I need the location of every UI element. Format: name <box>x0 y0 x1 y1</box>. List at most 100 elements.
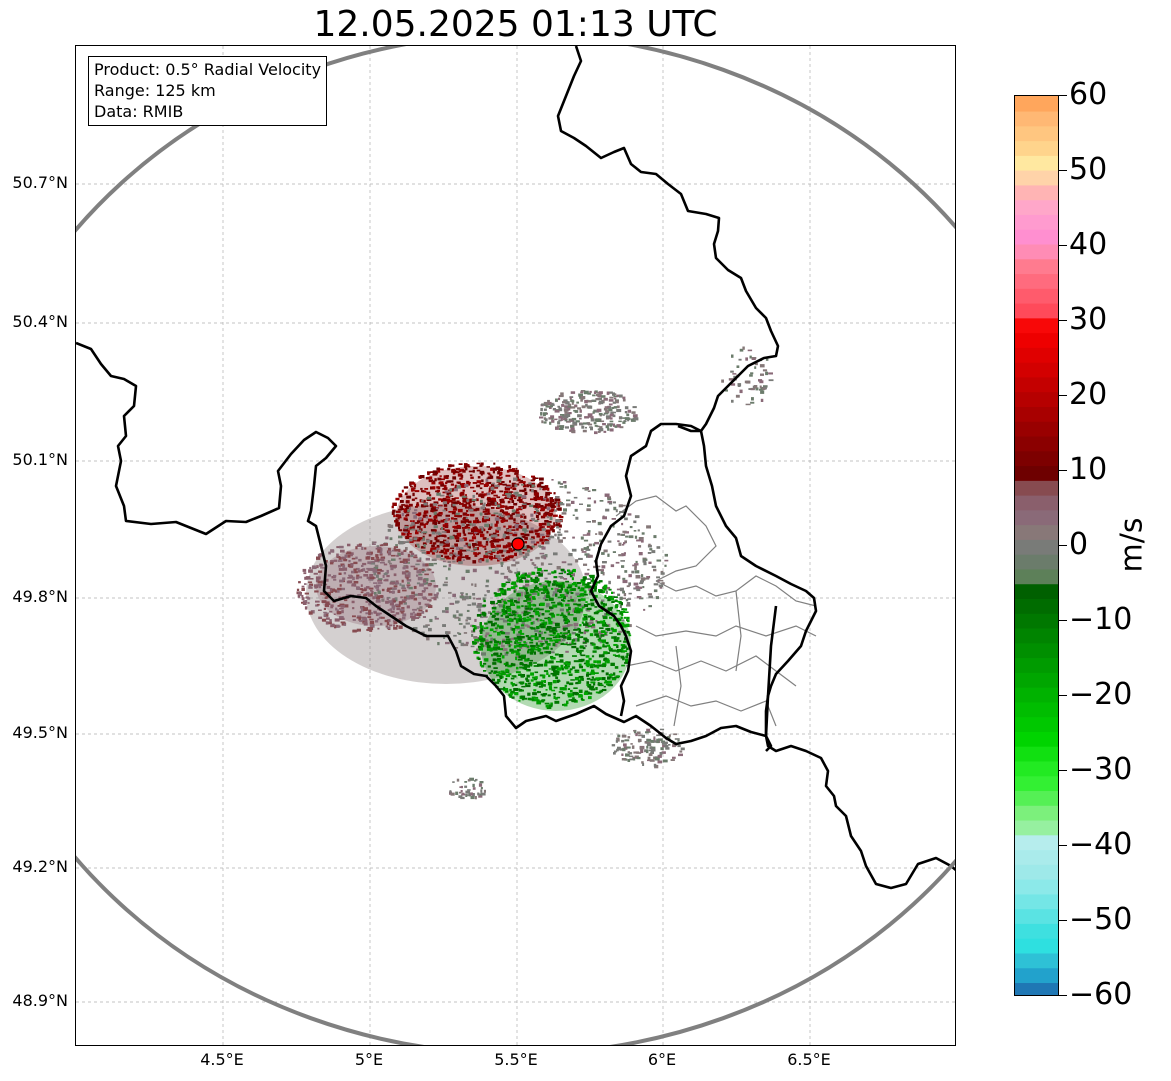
echo-pixel <box>524 605 528 607</box>
echo-pixel <box>565 405 568 409</box>
echo-pixel <box>445 542 450 546</box>
echo-pixel <box>410 615 415 618</box>
echo-pixel <box>547 487 550 491</box>
echo-pixel <box>588 554 592 557</box>
echo-pixel <box>377 618 380 621</box>
echo-pixel <box>524 572 527 576</box>
echo-pixel <box>664 553 668 557</box>
echo-pixel <box>483 516 489 520</box>
echo-pixel <box>620 587 624 592</box>
echo-pixel <box>520 532 525 535</box>
echo-pixel <box>347 554 351 558</box>
echo-pixel <box>630 743 633 745</box>
echo-pixel <box>528 593 532 596</box>
echo-pixel <box>449 488 452 492</box>
echo-pixel <box>477 657 481 660</box>
echo-pixel <box>538 691 541 693</box>
echo-pixel <box>581 551 587 553</box>
echo-pixel <box>670 759 675 761</box>
echo-pixel <box>500 515 504 518</box>
echo-pixel <box>436 547 440 550</box>
echo-pixel <box>492 610 496 613</box>
echo-pixel <box>504 632 510 635</box>
echo-pixel <box>526 597 531 601</box>
echo-pixel <box>613 506 617 511</box>
echo-pixel <box>598 400 604 405</box>
echo-pixel <box>485 478 489 482</box>
echo-pixel <box>525 590 528 593</box>
echo-pixel <box>568 412 572 415</box>
echo-pixel <box>600 602 605 605</box>
colorbar-band <box>1015 612 1058 629</box>
echo-pixel <box>487 528 492 530</box>
echo-pixel <box>490 558 493 561</box>
echo-pixel <box>455 535 458 537</box>
echo-pixel <box>513 589 517 592</box>
echo-pixel <box>386 597 389 601</box>
echo-pixel <box>646 525 651 529</box>
echo-pixel <box>597 569 602 572</box>
echo-pixel <box>575 623 578 625</box>
echo-pixel <box>558 575 563 578</box>
echo-pixel <box>418 602 422 605</box>
echo-pixel <box>377 549 381 553</box>
echo-pixel <box>559 503 565 506</box>
echo-pixel <box>591 643 596 646</box>
echo-pixel <box>442 610 446 613</box>
echo-pixel <box>530 679 534 682</box>
echo-pixel <box>438 512 442 515</box>
echo-pixel <box>501 584 506 588</box>
echo-pixel <box>483 502 486 506</box>
echo-pixel <box>466 609 470 612</box>
echo-pixel <box>541 557 546 559</box>
echo-pixel <box>566 643 572 646</box>
echo-pixel <box>422 616 426 618</box>
colorbar-band <box>1015 480 1058 496</box>
echo-pixel <box>304 592 309 595</box>
echo-pixel <box>619 604 622 609</box>
echo-pixel <box>514 497 517 500</box>
echo-pixel <box>567 569 571 572</box>
echo-pixel <box>603 412 609 415</box>
echo-pixel <box>587 413 593 417</box>
echo-pixel <box>393 546 398 549</box>
echo-pixel <box>389 564 394 568</box>
echo-pixel <box>343 604 349 608</box>
echo-pixel <box>335 607 338 611</box>
echo-pixel <box>474 778 478 781</box>
echo-pixel <box>544 418 548 422</box>
echo-pixel <box>519 501 524 503</box>
echo-pixel <box>457 632 460 634</box>
echo-pixel <box>618 542 622 546</box>
echo-pixel <box>524 667 527 671</box>
echo-pixel <box>759 388 764 391</box>
echo-pixel <box>468 470 473 473</box>
echo-pixel <box>406 585 410 589</box>
echo-pixel <box>415 531 419 535</box>
echo-pixel <box>511 509 516 513</box>
echo-pixel <box>442 534 446 537</box>
echo-pixel <box>398 508 403 511</box>
echo-pixel <box>568 693 573 696</box>
echo-pixel <box>530 646 536 650</box>
echo-pixel <box>544 661 550 664</box>
echo-pixel <box>622 747 626 752</box>
echo-pixel <box>539 533 545 536</box>
colorbar-band <box>1015 642 1058 659</box>
echo-pixel <box>418 570 422 574</box>
echo-pixel <box>399 505 404 509</box>
echo-pixel <box>480 494 485 499</box>
radar-map[interactable] <box>75 45 956 1046</box>
echo-pixel <box>391 591 395 594</box>
echo-pixel <box>351 584 356 587</box>
echo-pixel <box>538 640 543 643</box>
echo-pixel <box>430 471 435 473</box>
echo-pixel <box>542 597 546 600</box>
echo-pixel <box>633 530 637 532</box>
echo-pixel <box>502 605 505 609</box>
echo-pixel <box>515 653 521 655</box>
echo-pixel <box>625 658 629 663</box>
echo-pixel <box>471 583 474 586</box>
echo-pixel <box>525 588 528 591</box>
echo-pixel <box>505 674 510 678</box>
